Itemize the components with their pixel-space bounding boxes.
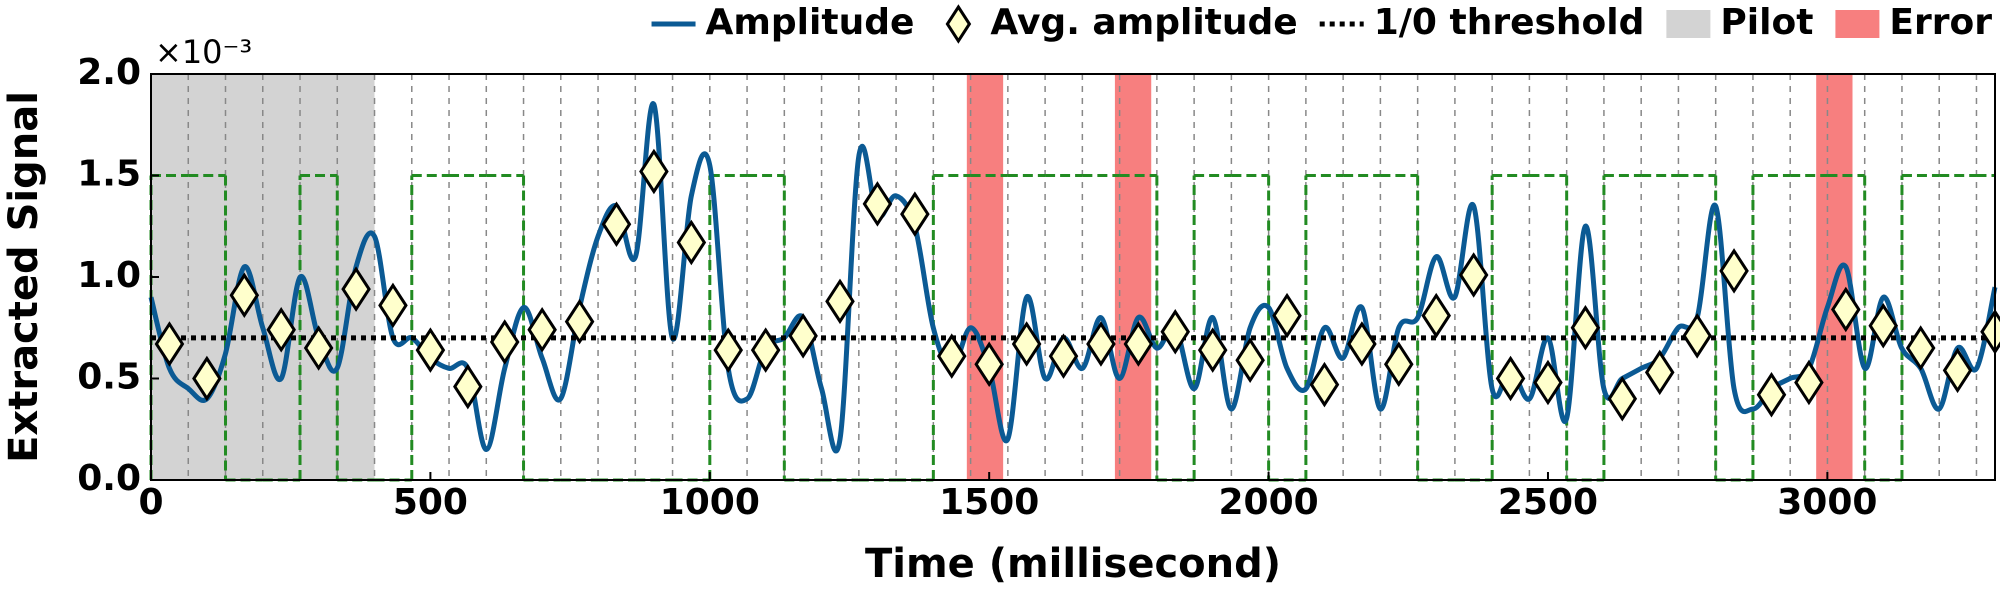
- legend-symbol: [945, 4, 972, 44]
- avg-marker: [415, 327, 446, 373]
- avg-marker: [1309, 361, 1340, 408]
- avg-marker: [341, 266, 371, 312]
- amplitude-line: [148, 101, 1998, 454]
- avg-marker: [900, 191, 930, 237]
- avg-marker: [1905, 325, 1936, 371]
- avg-marker: [713, 327, 744, 373]
- avg-marker: [1682, 313, 1712, 359]
- avg-marker: [1495, 355, 1526, 402]
- y-tick-label: 1.5: [77, 154, 141, 195]
- x-tick-label: 2000: [1218, 482, 1318, 523]
- legend: Error Pilot 1/0 threshold Avg. amplitude Amp…: [651, 2, 1992, 44]
- avg-marker: [974, 341, 1004, 388]
- avg-marker: [1942, 347, 1973, 394]
- avg-marker: [1831, 286, 1861, 333]
- avg-marker: [1272, 292, 1302, 339]
- avg-marker: [266, 307, 296, 353]
- avg-marker: [1644, 349, 1675, 396]
- y-tick-label: 0.5: [77, 357, 141, 398]
- avg-marker: [1421, 292, 1451, 339]
- avg-marker: [825, 278, 855, 325]
- y-scale-label: ×10⁻³: [155, 33, 252, 71]
- y-tick-label: 1.0: [77, 255, 141, 296]
- avg-marker: [1048, 333, 1079, 379]
- x-tick-label: 3000: [1777, 482, 1877, 523]
- avg-marker: [862, 181, 893, 227]
- avg-marker: [453, 363, 483, 410]
- avg-marker: [639, 148, 669, 195]
- avg-marker: [1533, 359, 1563, 406]
- avg-marker: [1235, 337, 1265, 383]
- y-tick-label: 0.0: [77, 458, 141, 499]
- avg-marker: [229, 272, 260, 319]
- legend-label: Avg. amplitude: [990, 2, 1297, 43]
- error-region: [1114, 74, 1152, 480]
- avg-marker: [1570, 304, 1601, 351]
- avg-marker: [1086, 321, 1116, 367]
- avg-marker: [527, 307, 557, 353]
- legend-label: Amplitude: [706, 2, 915, 43]
- legend-label: Error: [1889, 2, 1992, 43]
- avg-marker: [1123, 321, 1154, 367]
- avg-marker: [788, 313, 818, 359]
- legend-symbol: [1666, 10, 1711, 38]
- x-tick-label: 1500: [939, 482, 1039, 523]
- avg-marker: [601, 201, 632, 247]
- avg-marker: [676, 219, 707, 266]
- avg-marker: [378, 282, 408, 329]
- avg-marker: [1756, 371, 1787, 418]
- avg-marker: [303, 325, 334, 371]
- avg-marker: [1794, 359, 1824, 406]
- avg-marker: [1458, 252, 1489, 298]
- avg-marker: [1607, 376, 1638, 422]
- x-tick-label: 1000: [660, 482, 760, 523]
- avg-marker: [489, 319, 520, 365]
- avg-marker: [1868, 302, 1899, 349]
- avg-marker: [564, 298, 595, 345]
- x-tick-label: 2500: [1498, 482, 1598, 523]
- legend-symbol: [1835, 10, 1880, 38]
- avg-marker: [1197, 327, 1228, 373]
- x-axis-title: Time (millisecond): [865, 541, 1281, 587]
- x-tick-label: 500: [393, 482, 468, 523]
- avg-marker: [936, 333, 967, 379]
- legend-label: 1/0 threshold: [1374, 2, 1645, 43]
- avg-marker: [1160, 309, 1191, 355]
- avg-marker: [192, 355, 222, 402]
- avg-marker: [1011, 321, 1042, 367]
- avg-marker: [1383, 341, 1414, 388]
- avg-marker: [750, 327, 781, 373]
- avg-marker: [154, 321, 185, 367]
- plot-frame: [150, 73, 1996, 481]
- x-tick-label: 0: [138, 482, 163, 523]
- y-axis-title: Extracted Signal: [1, 91, 47, 463]
- y-tick-label: 2.0: [77, 52, 141, 93]
- avg-marker: [1719, 248, 1749, 294]
- avg-marker: [1347, 321, 1377, 367]
- legend-label: Pilot: [1720, 2, 1813, 43]
